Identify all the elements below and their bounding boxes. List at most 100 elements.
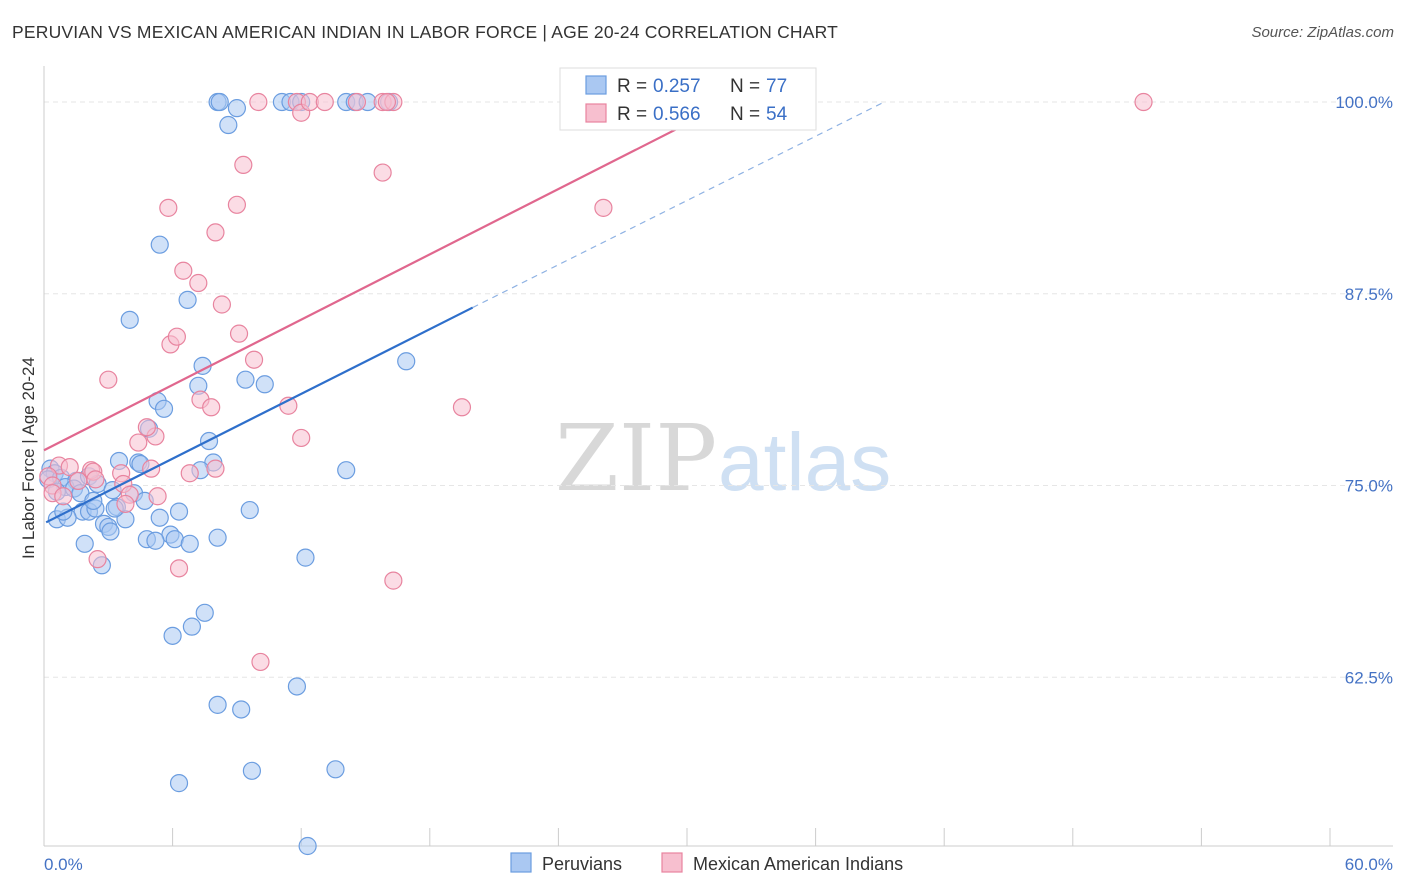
mexican-american-indians-point-19 <box>229 324 249 343</box>
peruvians-point-57 <box>146 531 165 550</box>
mexican-american-indians-point-48 <box>116 494 135 514</box>
peruvians-point-1 <box>210 92 229 112</box>
peruvians-point-53 <box>101 522 120 541</box>
mexican-american-indians-point-15 <box>206 223 225 242</box>
mexican-american-indians-point-11 <box>373 163 392 182</box>
watermark-atlas: atlas <box>718 417 891 508</box>
y-tick-labels: 62.5% 75.0% 87.5% 100.0% <box>1335 93 1393 687</box>
peruvians-point-3 <box>219 115 238 135</box>
peruvians-point-15 <box>236 370 255 389</box>
mexican-american-indians-point-51 <box>169 559 189 578</box>
mexican-american-indians-point-9 <box>1134 92 1153 112</box>
mexican-american-indians-point-46 <box>54 487 73 506</box>
mexican-american-indians-point-18 <box>212 295 231 314</box>
series-legend: Peruvians Mexican American Indians <box>510 852 903 874</box>
legend-n-value-1: 77 <box>766 76 787 97</box>
peruvians-point-11 <box>150 235 169 254</box>
legend-n-value-2: 54 <box>766 104 788 125</box>
mexican-american-indians-point-42 <box>69 471 88 491</box>
legend-r-value-1: 0.257 <box>653 76 701 97</box>
mexican-american-indians-point-17 <box>189 273 208 293</box>
peruvians-point-59 <box>180 534 199 553</box>
legend-swatch-mexican-american-indians <box>585 103 607 123</box>
y-tick-label-0: 62.5% <box>1345 668 1393 687</box>
mexican-american-indians-points <box>39 92 1153 672</box>
x-tick-label-max: 60.0% <box>1345 855 1393 874</box>
mexican-american-indians-point-30 <box>292 428 311 448</box>
bottom-legend-label-peruvians: Peruvians <box>542 854 622 874</box>
mexican-american-indians-point-25 <box>202 398 221 417</box>
source-credit: Source: ZipAtlas.com <box>1251 24 1394 41</box>
y-tick-label-1: 75.0% <box>1345 477 1393 496</box>
legend-swatch-peruvians <box>585 75 607 95</box>
mexican-american-indians-point-53 <box>251 652 270 672</box>
legend-n-label-1: N = <box>730 76 760 97</box>
mexican-american-indians-point-10 <box>234 155 253 175</box>
peruvians-point-69 <box>208 695 227 714</box>
peruvians-point-63 <box>296 548 315 567</box>
trend-line-mexican-american-indians <box>43 101 731 452</box>
mexican-american-indians-point-52 <box>384 571 403 590</box>
peruvians-point-73 <box>169 774 189 793</box>
mexican-american-indians-point-29 <box>129 433 148 452</box>
peruvians-point-20 <box>154 399 174 418</box>
mexican-american-indians-point-14 <box>594 198 613 217</box>
y-axis-label: In Labor Force | Age 20-24 <box>19 357 38 559</box>
peruvians-point-55 <box>165 530 184 549</box>
mexican-american-indians-point-8 <box>377 92 397 112</box>
y-tick-label-3: 100.0% <box>1335 93 1393 112</box>
peruvians-point-65 <box>195 603 214 622</box>
trend-line-peruvians-extension <box>472 101 885 309</box>
peruvians-point-72 <box>326 760 345 779</box>
x-tick-label-min: 0.0% <box>44 855 83 874</box>
peruvians-point-67 <box>163 626 182 645</box>
bottom-legend-swatch-mexican-american-indians <box>661 852 683 873</box>
peruvians-point-61 <box>240 500 259 520</box>
mexican-american-indians-point-50 <box>88 550 107 569</box>
mexican-american-indians-point-43 <box>86 470 105 489</box>
mexican-american-indians-point-22 <box>244 350 264 369</box>
peruvians-point-2 <box>227 99 246 118</box>
peruvians-point-13 <box>120 310 139 329</box>
mexican-american-indians-point-38 <box>180 464 199 483</box>
mexican-american-indians-point-49 <box>148 487 167 506</box>
mexican-american-indians-point-33 <box>60 458 79 477</box>
legend-n-label-2: N = <box>730 104 760 125</box>
peruvians-point-12 <box>178 290 197 309</box>
peruvians-point-62 <box>169 502 189 521</box>
mexican-american-indians-point-12 <box>227 195 246 214</box>
peruvians-point-28 <box>337 461 356 480</box>
trend-line-peruvians <box>45 306 474 524</box>
mexican-american-indians-point-16 <box>174 261 193 280</box>
y-tick-label-2: 87.5% <box>1345 285 1393 304</box>
peruvians-point-66 <box>182 617 201 636</box>
axes <box>43 66 1393 847</box>
legend-r-label-2: R = <box>617 104 647 125</box>
peruvians-point-70 <box>232 700 251 719</box>
mexican-american-indians-point-21 <box>167 327 186 346</box>
legend-r-label-1: R = <box>617 76 647 97</box>
mexican-american-indians-point-39 <box>206 459 225 478</box>
bottom-legend-swatch-peruvians <box>510 852 532 873</box>
trend-lines <box>43 101 885 524</box>
peruvians-point-18 <box>397 352 416 371</box>
legend-r-value-2: 0.566 <box>653 104 701 125</box>
peruvians-point-58 <box>75 534 94 553</box>
peruvians-point-16 <box>255 375 274 394</box>
peruvians-point-74 <box>298 836 317 856</box>
stats-legend: R = 0.257 N = 77 R = 0.566 N = 54 <box>559 67 817 131</box>
mexican-american-indians-point-5 <box>347 92 367 112</box>
bottom-legend-label-mexican-american-indians: Mexican American Indians <box>693 854 903 874</box>
mexican-american-indians-point-23 <box>99 370 118 389</box>
peruvians-point-51 <box>150 508 169 527</box>
peruvians-point-60 <box>208 528 227 547</box>
gridlines <box>44 101 1393 678</box>
mexican-american-indians-point-27 <box>452 398 472 417</box>
mexican-american-indians-point-31 <box>137 418 156 437</box>
mexican-american-indians-point-0 <box>249 92 268 112</box>
watermark-zip: ZIP <box>555 405 717 512</box>
peruvians-point-68 <box>287 677 307 696</box>
chart-title: PERUVIAN VS MEXICAN AMERICAN INDIAN IN L… <box>12 22 839 42</box>
mexican-american-indians-point-13 <box>159 198 178 217</box>
